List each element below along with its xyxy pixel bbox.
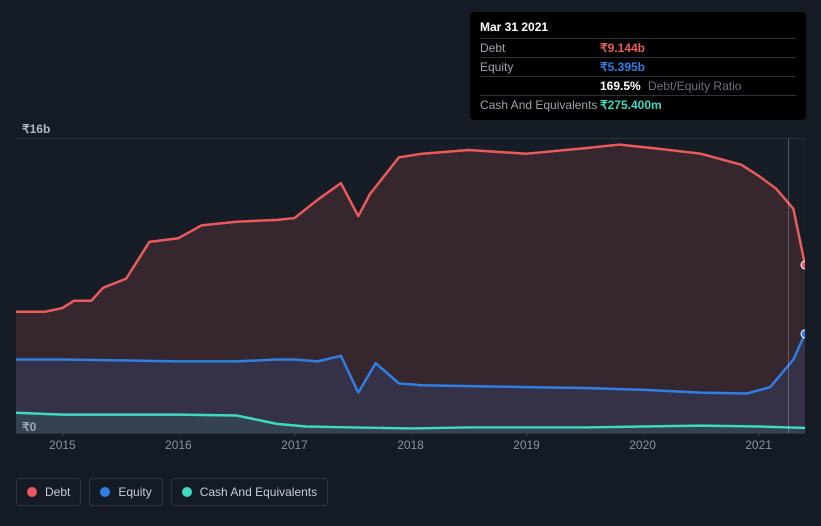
chart-tooltip: Mar 31 2021 Debt₹9.144bEquity₹5.395b169.… — [470, 12, 806, 120]
end-dot-debt — [801, 261, 805, 269]
tooltip-row-label: Equity — [480, 60, 600, 74]
legend-dot-icon — [182, 487, 192, 497]
legend-item[interactable]: Cash And Equivalents — [171, 478, 328, 506]
legend-label: Cash And Equivalents — [200, 485, 317, 499]
legend-item[interactable]: Equity — [89, 478, 162, 506]
x-tick-label: 2017 — [281, 438, 308, 452]
tooltip-row-label: Debt — [480, 41, 600, 55]
tooltip-row: Debt₹9.144b — [480, 38, 796, 57]
tooltip-row-extra: Debt/Equity Ratio — [645, 79, 742, 93]
x-tick-label: 2019 — [513, 438, 540, 452]
x-tick-label: 2020 — [629, 438, 656, 452]
end-dot-equity — [801, 330, 805, 338]
legend-label: Debt — [45, 485, 70, 499]
chart-legend: Debt Equity Cash And Equivalents — [16, 478, 328, 506]
tooltip-row-value: 169.5% Debt/Equity Ratio — [600, 79, 741, 93]
x-tick-label: 2018 — [397, 438, 424, 452]
tooltip-row: Equity₹5.395b — [480, 57, 796, 76]
x-axis: 2015 2016 2017 2018 2019 2020 2021 — [16, 438, 805, 458]
chart-plot-area[interactable] — [16, 138, 805, 434]
x-tick-label: 2021 — [745, 438, 772, 452]
x-tick-label: 2015 — [49, 438, 76, 452]
y-axis-max-label: ₹16b — [22, 122, 50, 136]
x-tick-label: 2016 — [165, 438, 192, 452]
hover-marker-line — [788, 139, 789, 433]
tooltip-date: Mar 31 2021 — [480, 18, 796, 38]
chart-svg — [16, 139, 805, 433]
tooltip-row-value: ₹5.395b — [600, 60, 645, 74]
tooltip-row-value: ₹275.400m — [600, 98, 662, 112]
legend-dot-icon — [27, 487, 37, 497]
tooltip-row-label — [480, 79, 600, 93]
legend-item[interactable]: Debt — [16, 478, 81, 506]
legend-dot-icon — [100, 487, 110, 497]
legend-label: Equity — [118, 485, 151, 499]
tooltip-row-label: Cash And Equivalents — [480, 98, 600, 112]
tooltip-row-value: ₹9.144b — [600, 41, 645, 55]
tooltip-row: 169.5% Debt/Equity Ratio — [480, 76, 796, 95]
tooltip-row: Cash And Equivalents₹275.400m — [480, 95, 796, 114]
